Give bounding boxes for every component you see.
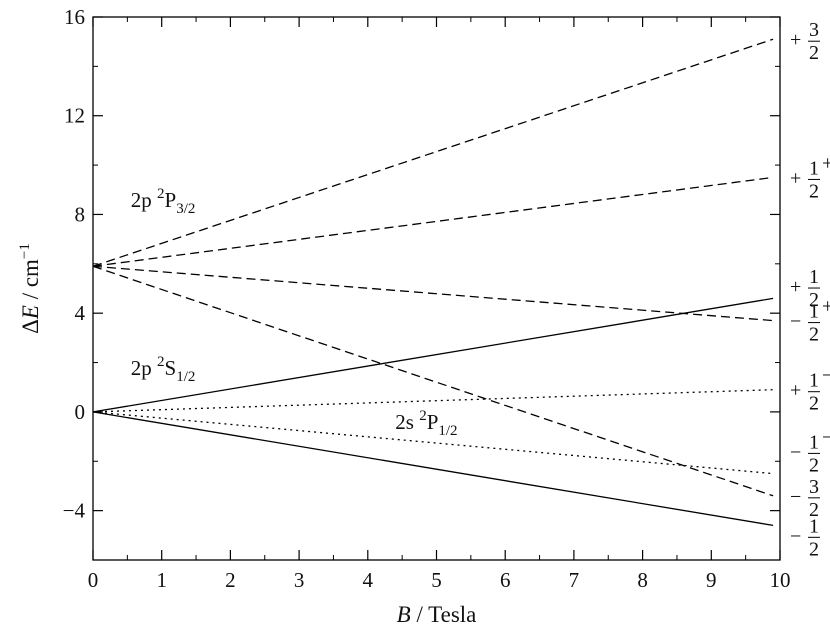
mj-superscript: − <box>822 426 830 448</box>
mj-sign: + <box>790 380 801 402</box>
mj-sign: − <box>790 311 801 333</box>
x-tick-label: 3 <box>294 568 305 592</box>
mj-label: −32 <box>790 476 820 521</box>
mj-numerator: 1 <box>809 515 819 537</box>
term-label: 2p 2S1/2 <box>131 354 196 385</box>
x-tick-label: 6 <box>500 568 511 592</box>
series-line-dotted <box>92 389 774 413</box>
mj-label: −12− <box>790 426 830 476</box>
mj-label: +32 <box>790 19 820 64</box>
y-tick-label: 16 <box>64 5 85 29</box>
mj-denominator: 2 <box>809 499 819 521</box>
mj-numerator: 1 <box>809 301 819 323</box>
mj-superscript: + <box>822 296 830 318</box>
mj-sign: − <box>790 441 801 463</box>
mj-denominator: 2 <box>809 180 819 202</box>
mj-label: +12 <box>790 266 820 311</box>
mj-label: +12+ <box>790 152 830 202</box>
x-tick-label: 4 <box>363 568 374 592</box>
mj-numerator: 1 <box>809 370 819 392</box>
y-tick-label: 0 <box>75 400 86 424</box>
mj-denominator: 2 <box>809 324 819 346</box>
series-line-dashed <box>92 265 774 497</box>
series-line-dashed <box>92 265 774 322</box>
x-tick-label: 10 <box>770 568 791 592</box>
mj-denominator: 2 <box>809 454 819 476</box>
x-tick-label: 8 <box>637 568 648 592</box>
series-line-dashed <box>92 38 774 267</box>
y-tick-label: 8 <box>75 202 86 226</box>
mj-denominator: 2 <box>809 289 819 311</box>
x-tick-label: 0 <box>88 568 99 592</box>
mj-sign: − <box>790 486 801 508</box>
mj-label: +12− <box>790 365 830 415</box>
series-line-solid <box>92 411 774 527</box>
mj-numerator: 3 <box>809 476 819 498</box>
mj-numerator: 1 <box>809 266 819 288</box>
mj-numerator: 3 <box>809 19 819 41</box>
mj-sign: + <box>790 29 801 51</box>
mj-label: −12 <box>790 515 820 560</box>
y-tick-label: −4 <box>63 499 86 523</box>
mj-superscript: + <box>822 152 830 174</box>
term-label: 2p 2P3/2 <box>131 186 196 217</box>
x-tick-label: 7 <box>569 568 580 592</box>
y-tick-label: 12 <box>64 104 85 128</box>
mj-sign: + <box>790 167 801 189</box>
term-label: 2s 2P1/2 <box>395 408 457 439</box>
x-tick-label: 9 <box>706 568 717 592</box>
x-tick-label: 1 <box>156 568 167 592</box>
series-line-solid <box>92 297 774 413</box>
mj-sign: − <box>790 525 801 547</box>
plot-frame <box>92 16 781 561</box>
mj-numerator: 1 <box>809 157 819 179</box>
y-tick-label: 4 <box>75 301 86 325</box>
x-tick-label: 5 <box>431 568 442 592</box>
mj-label: −12+ <box>790 296 830 346</box>
mj-denominator: 2 <box>809 42 819 64</box>
mj-denominator: 2 <box>809 393 819 415</box>
mj-denominator: 2 <box>809 538 819 560</box>
x-axis-title: B / Tesla <box>397 602 477 627</box>
mj-numerator: 1 <box>809 431 819 453</box>
series-line-dashed <box>92 176 774 267</box>
x-tick-label: 2 <box>225 568 236 592</box>
y-axis-title: ΔE / cm−1 <box>17 243 43 334</box>
mj-superscript: − <box>822 365 830 387</box>
mj-sign: + <box>790 276 801 298</box>
